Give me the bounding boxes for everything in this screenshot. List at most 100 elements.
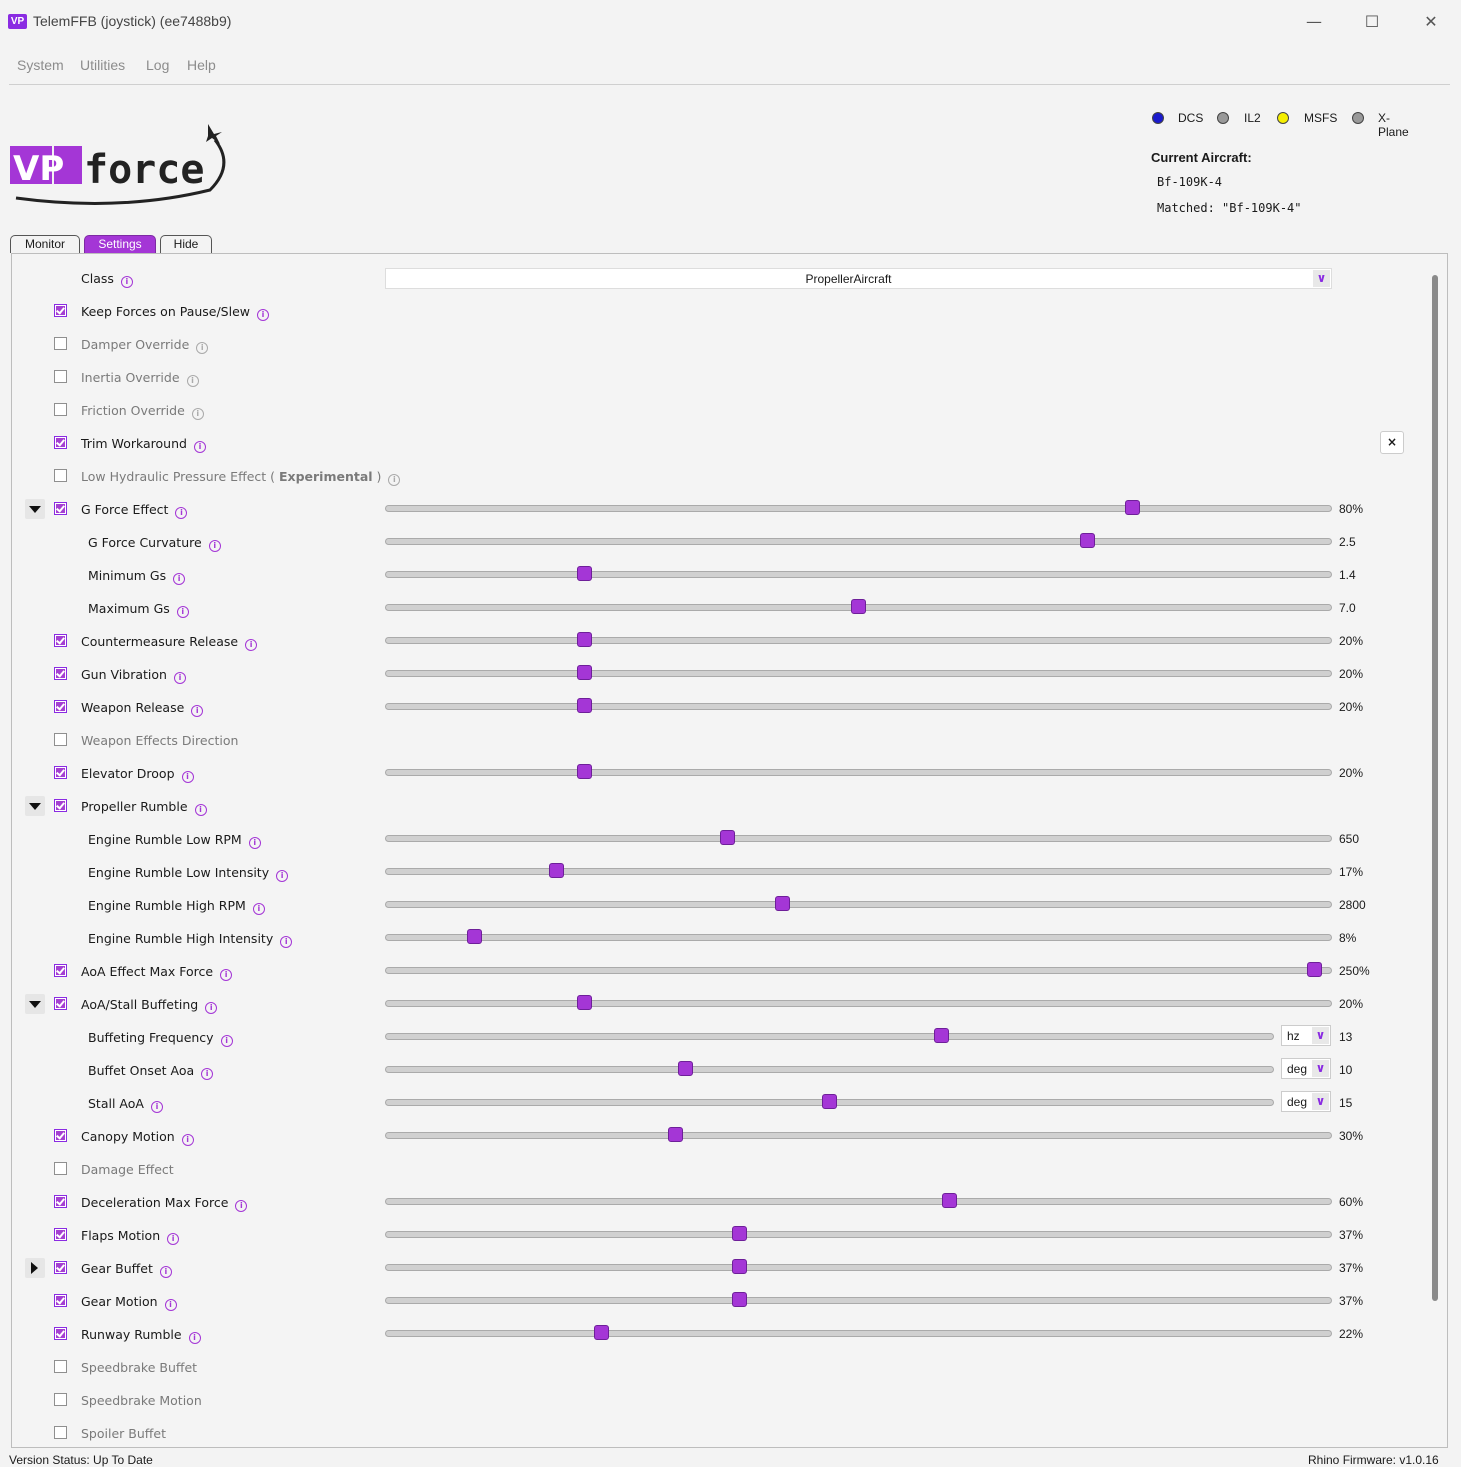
setting-checkbox[interactable] <box>54 1327 67 1340</box>
info-icon[interactable]: i <box>176 606 189 618</box>
setting-checkbox[interactable] <box>54 1129 67 1142</box>
setting-checkbox[interactable] <box>54 1195 67 1208</box>
class-select[interactable]: PropellerAircraft ∨ <box>385 268 1332 289</box>
slider-track[interactable] <box>385 670 1332 677</box>
slider-track[interactable] <box>385 868 1332 875</box>
info-icon[interactable]: i <box>235 1200 248 1212</box>
slider-handle[interactable] <box>1079 533 1095 548</box>
slider-track[interactable] <box>385 835 1332 842</box>
setting-checkbox[interactable] <box>54 1393 67 1406</box>
info-icon[interactable]: i <box>245 639 258 651</box>
info-icon[interactable]: i <box>188 1332 201 1344</box>
close-window-button[interactable]: ✕ <box>1424 12 1438 31</box>
slider-track[interactable] <box>385 538 1332 545</box>
menu-log[interactable]: Log <box>146 57 170 73</box>
chevron-down-icon[interactable]: ∨ <box>1312 1093 1329 1110</box>
collapse-caret-icon[interactable] <box>25 796 45 816</box>
info-icon[interactable]: i <box>173 672 186 684</box>
info-icon[interactable]: i <box>164 1299 177 1311</box>
setting-checkbox[interactable] <box>54 502 67 515</box>
setting-checkbox[interactable] <box>54 337 67 350</box>
info-icon[interactable]: i <box>181 1134 194 1146</box>
tab-settings[interactable]: Settings <box>84 235 156 253</box>
menu-help[interactable]: Help <box>187 57 216 73</box>
slider-track[interactable] <box>385 901 1332 908</box>
slider-track[interactable] <box>385 1198 1332 1205</box>
slider-handle[interactable] <box>775 896 791 911</box>
slider-track[interactable] <box>385 703 1332 710</box>
slider-track[interactable] <box>385 505 1332 512</box>
setting-checkbox[interactable] <box>54 469 67 482</box>
setting-checkbox[interactable] <box>54 370 67 383</box>
setting-checkbox[interactable] <box>54 1360 67 1373</box>
info-icon[interactable]: i <box>201 1068 214 1080</box>
info-icon[interactable]: i <box>276 870 289 882</box>
slider-handle[interactable] <box>678 1061 694 1076</box>
slider-track[interactable] <box>385 769 1332 776</box>
info-icon[interactable]: i <box>120 276 133 288</box>
setting-checkbox[interactable] <box>54 733 67 746</box>
setting-checkbox[interactable] <box>54 436 67 449</box>
info-icon[interactable]: i <box>167 1233 180 1245</box>
setting-checkbox[interactable] <box>54 1426 67 1439</box>
tab-hide[interactable]: Hide <box>160 235 212 253</box>
slider-handle[interactable] <box>934 1028 950 1043</box>
menu-system[interactable]: System <box>17 57 64 73</box>
minimize-button[interactable]: — <box>1306 12 1322 31</box>
slider-handle[interactable] <box>1125 500 1141 515</box>
slider-track[interactable] <box>385 1264 1332 1271</box>
info-icon[interactable]: i <box>257 309 270 321</box>
collapse-caret-icon[interactable] <box>25 499 45 519</box>
info-icon[interactable]: i <box>191 705 204 717</box>
info-icon[interactable]: i <box>186 375 199 387</box>
slider-handle[interactable] <box>668 1127 684 1142</box>
slider-track[interactable] <box>385 1132 1332 1139</box>
slider-track[interactable] <box>385 1033 1274 1040</box>
info-icon[interactable]: i <box>194 804 207 816</box>
maximize-button[interactable]: ☐ <box>1364 12 1380 31</box>
slider-handle[interactable] <box>548 863 564 878</box>
setting-checkbox[interactable] <box>54 997 67 1010</box>
slider-track[interactable] <box>385 637 1332 644</box>
slider-handle[interactable] <box>732 1259 748 1274</box>
setting-checkbox[interactable] <box>54 403 67 416</box>
slider-track[interactable] <box>385 571 1332 578</box>
setting-checkbox[interactable] <box>54 1162 67 1175</box>
slider-handle[interactable] <box>466 929 482 944</box>
setting-checkbox[interactable] <box>54 1294 67 1307</box>
menu-utilities[interactable]: Utilities <box>80 57 126 73</box>
info-icon[interactable]: i <box>175 507 188 519</box>
collapse-caret-icon[interactable] <box>25 994 45 1014</box>
info-icon[interactable]: i <box>196 342 209 354</box>
slider-handle[interactable] <box>576 764 592 779</box>
info-icon[interactable]: i <box>181 771 194 783</box>
slider-handle[interactable] <box>576 632 592 647</box>
slider-track[interactable] <box>385 1000 1332 1007</box>
unit-select[interactable]: hz ∨ <box>1281 1025 1331 1046</box>
setting-checkbox[interactable] <box>54 1228 67 1241</box>
info-icon[interactable]: i <box>248 837 261 849</box>
info-icon[interactable]: i <box>173 573 186 585</box>
slider-track[interactable] <box>385 967 1332 974</box>
slider-track[interactable] <box>385 1231 1332 1238</box>
setting-checkbox[interactable] <box>54 700 67 713</box>
slider-handle[interactable] <box>732 1226 748 1241</box>
chevron-down-icon[interactable]: ∨ <box>1312 1060 1329 1077</box>
chevron-down-icon[interactable]: ∨ <box>1313 270 1330 287</box>
info-icon[interactable]: i <box>220 1035 233 1047</box>
info-icon[interactable]: i <box>191 408 204 420</box>
setting-checkbox[interactable] <box>54 304 67 317</box>
info-icon[interactable]: i <box>220 969 233 981</box>
close-effect-button[interactable]: × <box>1380 431 1404 454</box>
info-icon[interactable]: i <box>159 1266 172 1278</box>
slider-handle[interactable] <box>732 1292 748 1307</box>
slider-handle[interactable] <box>941 1193 957 1208</box>
setting-checkbox[interactable] <box>54 1261 67 1274</box>
slider-handle[interactable] <box>1306 962 1322 977</box>
settings-scrollbar[interactable] <box>1432 275 1438 1301</box>
setting-checkbox[interactable] <box>54 766 67 779</box>
info-icon[interactable]: i <box>208 540 221 552</box>
info-icon[interactable]: i <box>252 903 265 915</box>
unit-select[interactable]: deg ∨ <box>1281 1091 1331 1112</box>
slider-handle[interactable] <box>576 665 592 680</box>
